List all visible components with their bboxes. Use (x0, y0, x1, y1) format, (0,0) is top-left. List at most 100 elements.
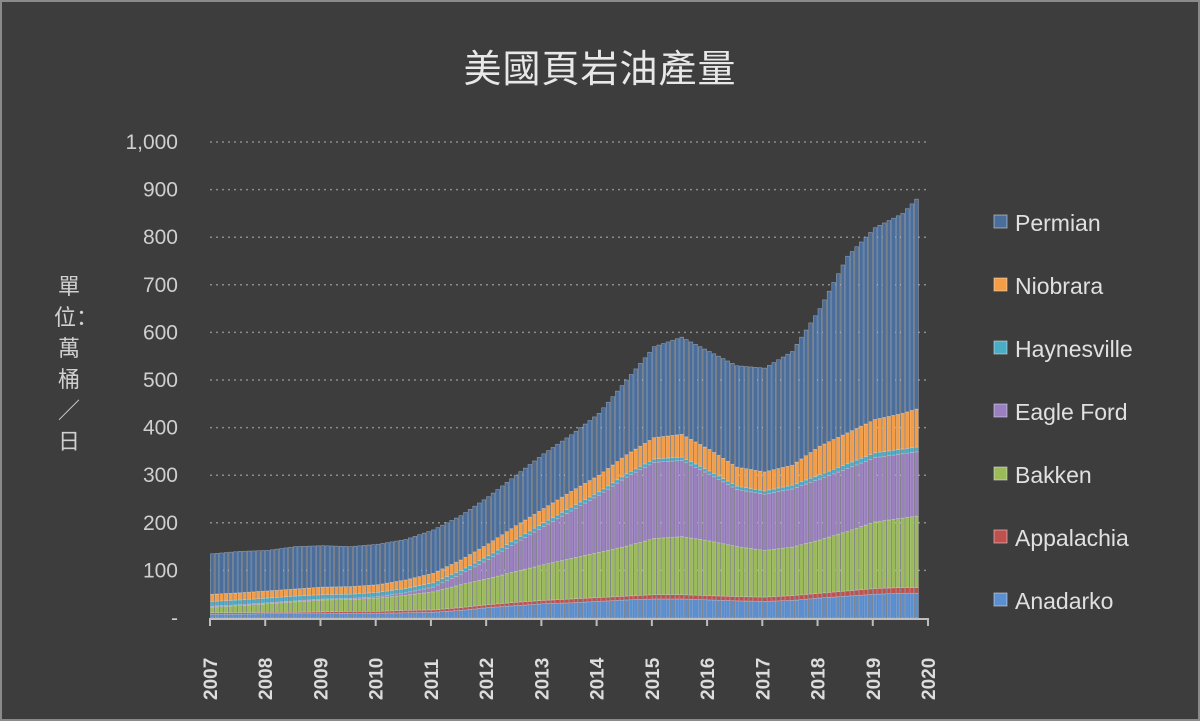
bar-segment-anadarko (398, 612, 404, 619)
bar-segment-bakken (509, 572, 514, 603)
bar-segment-anadarko (246, 613, 252, 619)
bar-segment-haynesville (389, 590, 394, 595)
bar-segment-anadarko (799, 599, 804, 619)
bar-segment-bakken (730, 545, 735, 597)
bar-segment-eagle-ford (605, 488, 611, 551)
bar-segment-haynesville (605, 485, 611, 490)
bar-segment-haynesville (679, 456, 684, 461)
bar-segment-bakken (670, 536, 675, 595)
bar-segment-eagle-ford (730, 486, 735, 546)
bar-segment-anadarko (260, 613, 266, 619)
bar-segment-eagle-ford (481, 561, 487, 580)
bar-segment-haynesville (803, 479, 809, 485)
bar-segment-niobrara (223, 593, 229, 601)
bar-segment-anadarko (472, 608, 477, 619)
bar-segment-appalachia (895, 587, 901, 594)
bar-segment-anadarko (886, 593, 892, 619)
bar-segment-haynesville (909, 447, 915, 453)
bar-segment-permian (458, 515, 464, 561)
bar-segment-anadarko (559, 602, 565, 619)
legend-swatch-niobrara (993, 277, 1008, 292)
bar-segment-niobrara (555, 499, 560, 516)
bar-segment-haynesville (357, 593, 362, 599)
bar-segment-appalachia (730, 596, 735, 602)
bar-segment-appalachia (536, 600, 542, 605)
bar-segment-appalachia (739, 596, 744, 602)
bar-segment-appalachia (578, 598, 583, 603)
bar-segment-bakken (265, 603, 270, 613)
bar-segment-appalachia (720, 595, 726, 601)
bar-segment-permian (914, 198, 919, 410)
bar-segment-niobrara (771, 469, 777, 490)
bar-segment-permian (776, 359, 781, 469)
bar-segment-haynesville (619, 476, 625, 481)
bar-segment-haynesville (748, 488, 753, 493)
bar-segment-niobrara (440, 568, 445, 579)
bar-segment-haynesville (688, 461, 694, 466)
bar-segment-niobrara (426, 574, 431, 585)
bar-segment-haynesville (513, 538, 519, 544)
bar-segment-bakken (532, 566, 537, 602)
bar-segment-anadarko (831, 596, 836, 619)
chart-title: 美國頁岩油產量 (463, 47, 737, 91)
bar-segment-niobrara (302, 588, 307, 596)
bar-segment-eagle-ford (523, 537, 528, 570)
bar-segment-haynesville (780, 486, 786, 492)
bar-segment-haynesville (495, 549, 500, 555)
bar-segment-haynesville (638, 466, 643, 471)
bar-segment-anadarko (458, 610, 464, 619)
bar-segment-eagle-ford (541, 526, 546, 565)
bar-segment-permian (785, 353, 790, 467)
bar-segment-eagle-ford (587, 500, 592, 555)
bar-segment-anadarko (730, 600, 735, 619)
bar-segment-eagle-ford (536, 529, 542, 567)
bar-segment-haynesville (458, 570, 464, 575)
bar-segment-bakken (550, 562, 556, 601)
bar-segment-niobrara (674, 434, 680, 458)
bar-segment-eagle-ford (822, 476, 827, 539)
bar-segment-appalachia (868, 588, 873, 595)
bar-segment-haynesville (348, 593, 353, 599)
bar-segment-bakken (246, 604, 252, 613)
bar-segment-bakken (237, 605, 243, 614)
bar-segment-permian (702, 348, 707, 448)
bar-segment-anadarko (288, 613, 293, 619)
bar-segment-anadarko (670, 598, 675, 619)
bar-segment-anadarko (467, 609, 473, 619)
bar-segment-niobrara (872, 419, 878, 454)
bar-segment-niobrara (228, 592, 233, 601)
bar-segment-haynesville (306, 595, 312, 601)
bar-segment-anadarko (642, 598, 648, 619)
bar-segment-bakken (523, 568, 528, 602)
bar-segment-bakken (601, 550, 606, 598)
bar-segment-haynesville (233, 599, 238, 606)
bar-segment-appalachia (596, 597, 602, 602)
x-tick-label: 2014 (588, 657, 609, 700)
bar-segment-haynesville (891, 449, 896, 456)
bar-segment-niobrara (725, 460, 730, 482)
bar-segment-permian (633, 368, 638, 450)
bar-segment-appalachia (592, 597, 597, 602)
bar-segment-appalachia (826, 592, 832, 598)
bar-segment-permian (486, 496, 491, 545)
bar-segment-appalachia (693, 594, 698, 600)
bar-segment-niobrara (578, 485, 583, 503)
bar-segment-eagle-ford (776, 491, 781, 550)
bar-segment-permian (357, 545, 362, 587)
bar-segment-niobrara (500, 534, 505, 548)
bar-segment-niobrara (265, 590, 270, 599)
bar-segment-eagle-ford (900, 453, 905, 519)
bar-segment-bakken (223, 606, 229, 614)
legend-label: Bakken (1015, 462, 1092, 488)
bar-segment-eagle-ford (421, 588, 427, 594)
bar-segment-bakken (785, 547, 790, 597)
y-tick-label: 400 (143, 417, 178, 440)
bar-segment-bakken (610, 548, 615, 598)
bar-segment-bakken (403, 594, 408, 611)
bar-segment-anadarko (813, 598, 818, 619)
bar-segment-bakken (665, 537, 671, 595)
bar-segment-niobrara (909, 410, 915, 449)
bar-segment-haynesville (794, 483, 800, 488)
bar-segment-permian (246, 550, 252, 593)
bar-segment-eagle-ford (739, 489, 744, 548)
